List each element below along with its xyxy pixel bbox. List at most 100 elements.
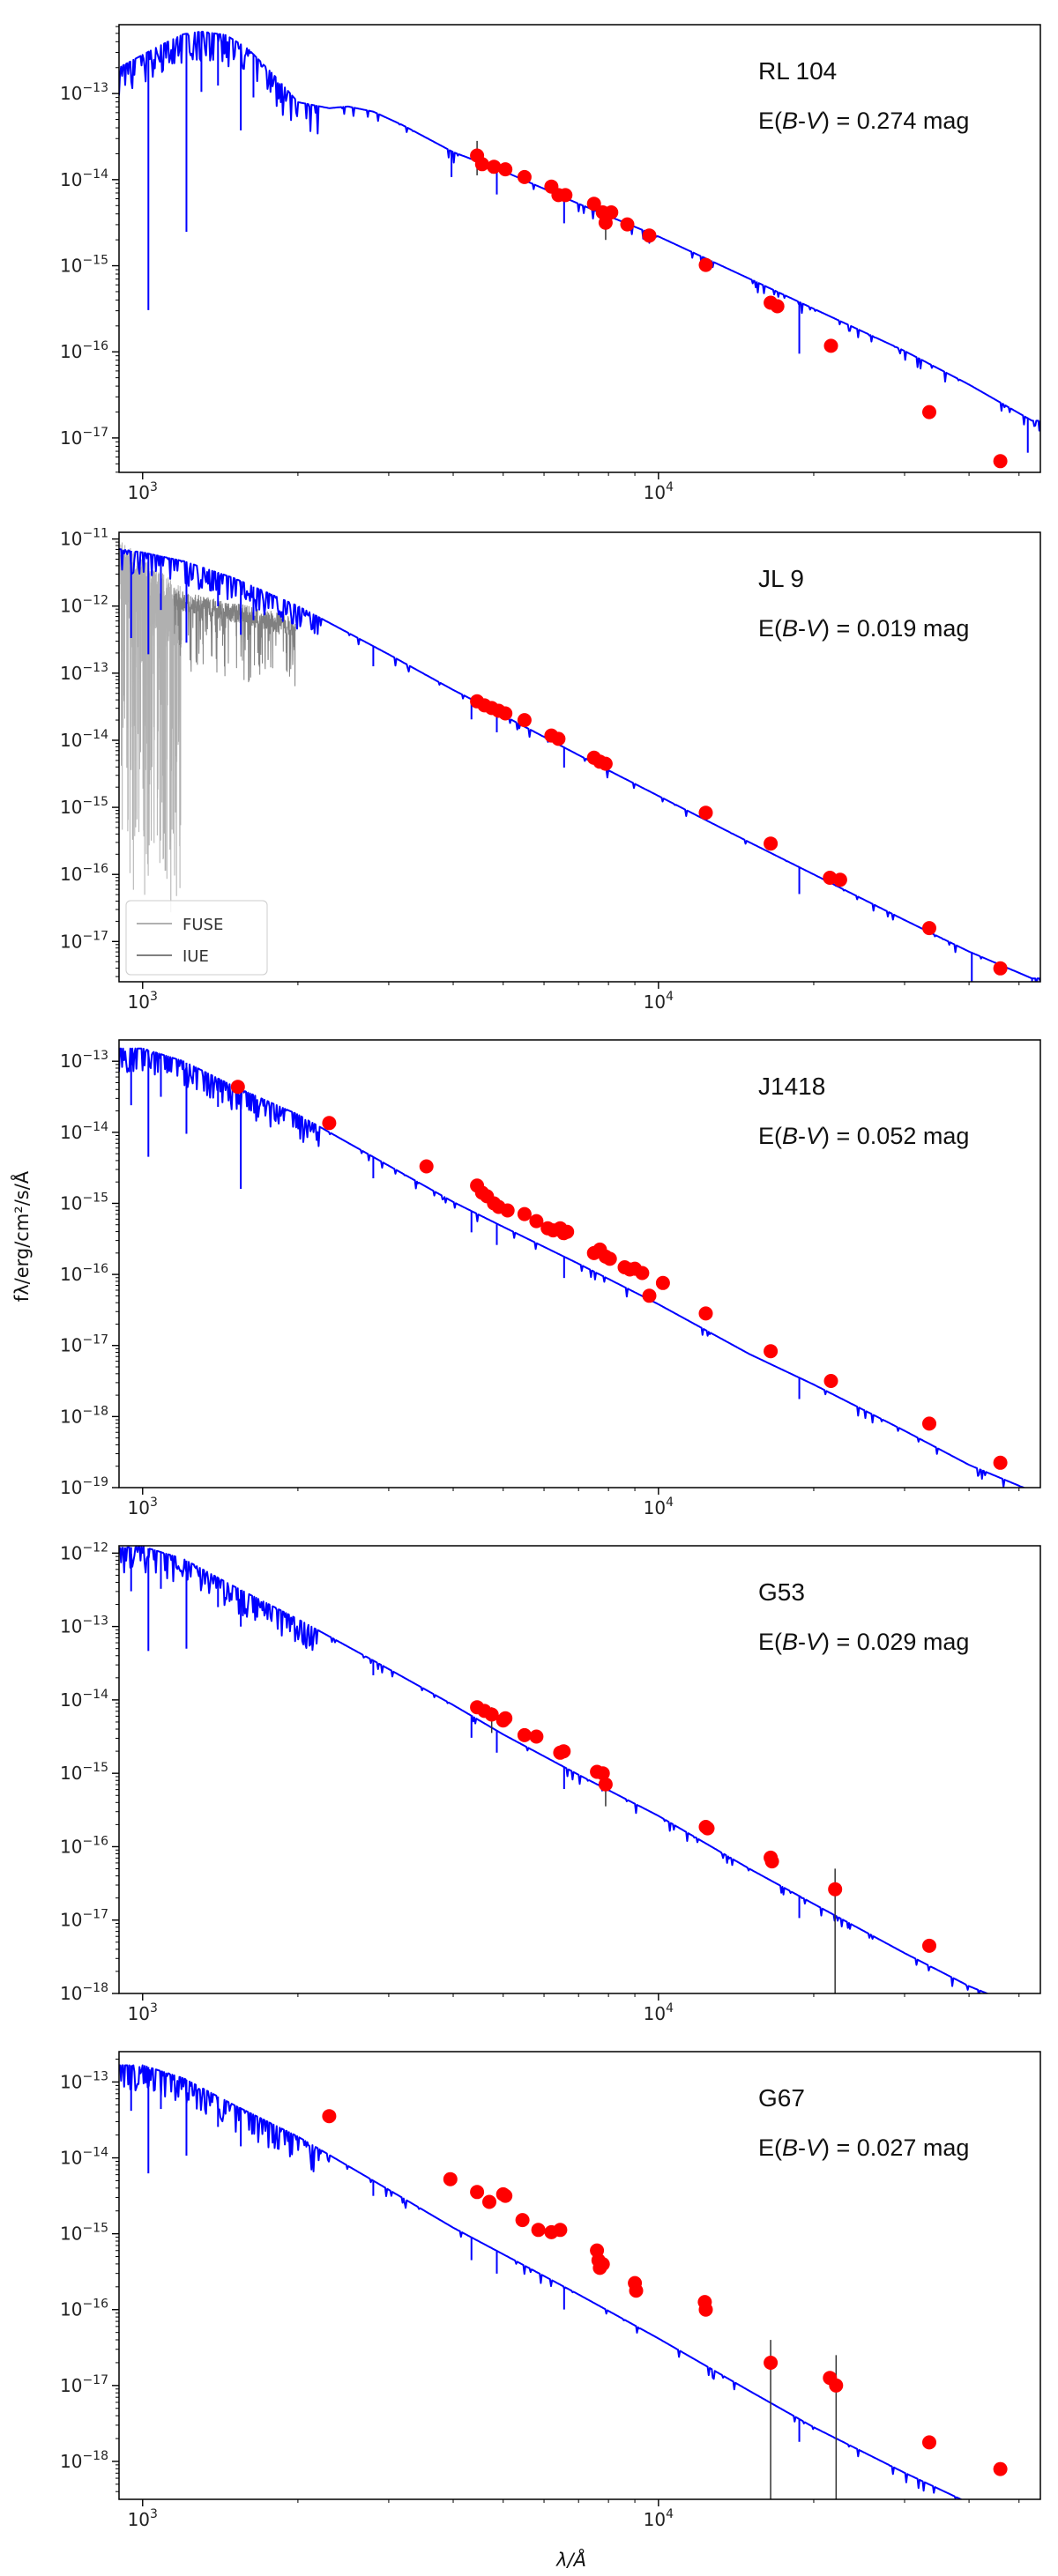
y-tick-label: 10−16 [60,2298,108,2320]
photometry-point [419,1159,434,1174]
photometry-point [551,731,566,746]
y-tick-label: 10−17 [60,929,108,952]
legend: FUSE IUE [125,900,268,976]
photometry-point [598,1777,613,1792]
photometry-point [560,1224,575,1239]
photometry-point [642,1288,657,1303]
photometry-point [993,1455,1008,1470]
y-tick-label: 10−15 [60,254,108,277]
plot-area [119,542,1040,982]
model-spectrum [119,1546,989,1993]
x-tick-label: 103 [128,990,158,1013]
photometry-point [487,160,502,174]
y-tick-label: 10−14 [60,728,108,751]
photometry-point [515,2213,530,2228]
y-tick-label: 10−17 [60,2373,108,2396]
panel-3: 10−12 10−13 10−14 10−15 10−16 10−17 10−18 103 10… [60,1540,1041,2024]
photometry-point [698,257,713,272]
photometry-point [829,2378,844,2393]
photometry-point [828,1882,843,1897]
photometry-point [598,756,613,771]
star-name: RL 104 [758,57,837,85]
y-tick-label: 10−13 [60,661,108,684]
x-tick-label: 104 [644,2001,674,2024]
x-tick-label: 104 [644,480,674,503]
y-tick-label: 10−17 [60,1333,108,1356]
y-tick-label: 10−14 [60,1120,108,1143]
x-tick-label: 103 [128,2001,158,2024]
photometry-point [529,1214,544,1229]
axes-frame [118,531,1041,983]
photometry-point [993,454,1008,469]
photometry-point [595,2257,610,2272]
y-tick-label: 10−14 [60,2146,108,2169]
plot-area [119,30,1040,469]
photometry-point [586,197,601,212]
photometry-point [470,2185,485,2200]
photometry-point [322,1116,337,1131]
y-tick-label: 10−14 [60,167,108,190]
spectrum-iue [173,590,296,687]
photometry-point [531,2223,546,2238]
star-name: JL 9 [758,565,804,592]
photometry-point [832,872,847,887]
x-tick-label: 104 [644,990,674,1013]
photometry-point [498,162,513,177]
panels: 10−13 10−14 10−15 10−16 10−17 103 104 RL 104 E(B… [60,24,1041,2530]
photometry-point [474,157,489,172]
y-tick-label: 10−13 [60,1049,108,1072]
photometry-point [993,961,1008,976]
y-tick-label: 10−17 [60,1908,108,1931]
photometry-point [635,1266,650,1281]
photometry-point [529,1729,544,1744]
y-tick-label: 10−18 [60,1404,108,1427]
y-tick-label: 10−13 [60,2069,108,2092]
model-spectrum [119,548,1040,982]
photometry-point [823,338,838,353]
panel-4: 10−13 10−14 10−15 10−16 10−17 10−18 103 104 G67 E… [60,2051,1041,2530]
y-tick-label: 10−12 [60,1540,108,1563]
model-spectrum [119,30,1040,432]
y-tick-label: 10−11 [60,527,108,550]
axes-frame [118,1039,1041,1488]
photometry-point [443,2171,458,2186]
y-tick-label: 10−16 [60,862,108,885]
photometry-point [655,1275,670,1290]
photometry-point [764,1344,779,1359]
plot-area [119,1047,1026,1488]
photometry-point [922,1938,936,1953]
photometry-point [922,2435,936,2450]
y-tick-label: 10−18 [60,2449,108,2472]
panel-1: 10−11 10−12 10−13 10−14 10−15 10−16 10−17 103 10… [60,527,1041,1013]
photometry-point [498,706,513,721]
y-axis-title: fλ/erg/cm²/s/Å [10,1170,33,1302]
y-tick-label: 10−13 [60,1615,108,1637]
panel-0: 10−13 10−14 10−15 10−16 10−17 103 104 RL 104 E(B… [60,24,1041,503]
axes-frame [118,24,1041,473]
photometry-point [700,1821,715,1836]
plot-area [119,2064,1008,2499]
photometry-point [823,1374,838,1388]
panel-2: 10−13 10−14 10−15 10−16 10−17 10−18 10−19 103 10… [60,1039,1041,1518]
photometry-point [642,228,657,243]
star-name: G67 [758,2084,805,2112]
photometry-point [764,2356,779,2370]
plot-area [119,1546,989,1993]
legend-label: FUSE [183,916,223,934]
y-tick-label: 10−12 [60,594,108,617]
photometry-point [629,2283,644,2298]
x-tick-label: 104 [644,2507,674,2530]
spectrum-fuse [119,542,183,913]
model-spectrum [119,2064,964,2499]
y-tick-label: 10−16 [60,1262,108,1285]
photometry-point [602,1251,617,1266]
photometry-point [922,1416,936,1431]
photometry-point [556,1744,571,1759]
photometry-point [993,2461,1008,2476]
y-tick-label: 10−15 [60,2222,108,2245]
photometry-point [500,1203,515,1218]
x-tick-label: 104 [644,1496,674,1518]
photometry-point [764,836,779,851]
photometry-point [484,1707,499,1722]
